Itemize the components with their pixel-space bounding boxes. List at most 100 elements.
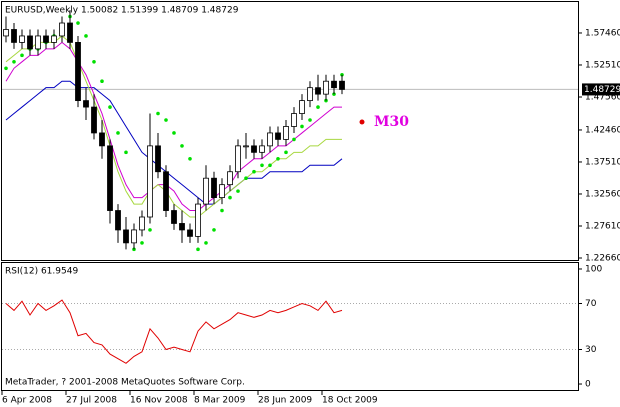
chart-title: EURUSD,Weekly 1.50082 1.51399 1.48709 1.… — [5, 6, 239, 16]
candle-body — [3, 29, 9, 37]
sar-dot — [212, 228, 216, 232]
candle-body — [203, 177, 209, 205]
x-tick-label: 16 Nov 2008 — [130, 396, 188, 406]
sar-dot — [108, 105, 112, 109]
candle-body — [59, 22, 65, 37]
candle-body — [11, 29, 17, 43]
sar-dot — [84, 34, 88, 38]
candle-body — [155, 145, 161, 173]
candle-body — [323, 80, 329, 95]
sar-dot — [276, 157, 280, 161]
y-tick-label: 100 — [585, 264, 602, 274]
y-tick-label: 1.32560 — [585, 189, 620, 199]
candle-body — [291, 113, 297, 127]
candle-body — [315, 87, 321, 95]
sar-dot — [148, 228, 152, 232]
candle-body — [219, 184, 225, 199]
candle-body — [19, 35, 25, 43]
y-tick-label: 1.52510 — [585, 60, 620, 70]
sar-dot — [140, 241, 144, 245]
sar-dot — [116, 131, 120, 135]
candle-body — [339, 80, 345, 90]
candle-body — [195, 203, 201, 237]
candle-body — [123, 229, 129, 244]
candle-body — [99, 132, 105, 147]
rsi-title: RSI(12) 61.9549 — [5, 267, 78, 277]
candle-body — [259, 145, 265, 153]
sar-dot — [308, 118, 312, 122]
sar-dot — [228, 195, 232, 200]
x-tick-label: 6 Apr 2008 — [2, 396, 52, 406]
sar-dot — [292, 137, 296, 142]
candle-body — [243, 145, 249, 148]
x-tick-label: 28 Jun 2009 — [258, 396, 312, 406]
sar-dot — [196, 247, 200, 252]
moving-average — [5, 80, 343, 205]
sar-dot — [204, 241, 208, 245]
candle-body — [187, 229, 193, 237]
candle-body — [227, 171, 233, 186]
candle-body — [91, 106, 97, 134]
sar-dot — [180, 144, 184, 148]
sar-dot — [76, 21, 80, 25]
y-tick-label: 30 — [585, 345, 597, 355]
candle-body — [171, 210, 177, 224]
y-tick-label: 1.42460 — [585, 125, 620, 135]
candle-body — [235, 145, 241, 173]
sar-dot — [172, 131, 176, 135]
y-tick-label: 1.27610 — [585, 221, 620, 231]
last-price-box — [582, 83, 620, 96]
candle-body — [163, 171, 169, 211]
y-tick-label: 1.57460 — [585, 28, 620, 38]
candle-body — [211, 177, 217, 199]
x-tick-label: 27 Jul 2008 — [66, 396, 117, 406]
y-tick-label: 70 — [585, 299, 597, 309]
candle-body — [115, 210, 121, 231]
sar-dot — [12, 60, 16, 64]
sar-dot — [220, 208, 224, 213]
sar-dot — [156, 111, 160, 116]
sar-dot — [244, 176, 248, 181]
sar-dot — [260, 163, 264, 168]
sar-dot — [100, 79, 104, 84]
sar-dot — [300, 124, 304, 129]
candle-body — [27, 35, 33, 50]
y-tick-label: 1.37510 — [585, 157, 620, 167]
sar-dot — [268, 163, 272, 168]
sar-dot — [340, 72, 344, 77]
candle-body — [275, 132, 281, 140]
candle-body — [67, 22, 73, 43]
candle-body — [75, 42, 81, 102]
sar-dot — [236, 189, 240, 193]
candle-body — [51, 35, 57, 43]
rsi-frame — [1, 262, 579, 391]
sar-dot — [4, 66, 8, 71]
price-frame — [1, 1, 579, 261]
candle-body — [267, 132, 273, 147]
candle-body — [35, 35, 41, 50]
candle-body — [251, 145, 257, 153]
candle-body — [83, 100, 89, 108]
sar-dot — [284, 150, 288, 155]
sar-dot — [316, 105, 320, 109]
sar-dot — [20, 53, 24, 58]
x-tick-label: 8 Mar 2009 — [194, 396, 246, 406]
annotation-dot — [359, 119, 365, 125]
candle-body — [131, 229, 137, 244]
sar-dot — [92, 60, 96, 64]
annotation: M30 — [374, 114, 409, 130]
candle-body — [107, 145, 113, 211]
candle-body — [299, 100, 305, 114]
sar-dot — [164, 118, 168, 122]
x-tick-label: 18 Oct 2009 — [322, 396, 378, 406]
candle-body — [307, 87, 313, 102]
last-price-label: 1.48729 — [584, 85, 620, 95]
candle-body — [147, 145, 153, 218]
sar-dot — [124, 150, 128, 155]
candle-body — [331, 80, 337, 89]
candle-body — [139, 216, 145, 231]
sar-dot — [252, 169, 256, 174]
candle-body — [179, 223, 185, 231]
